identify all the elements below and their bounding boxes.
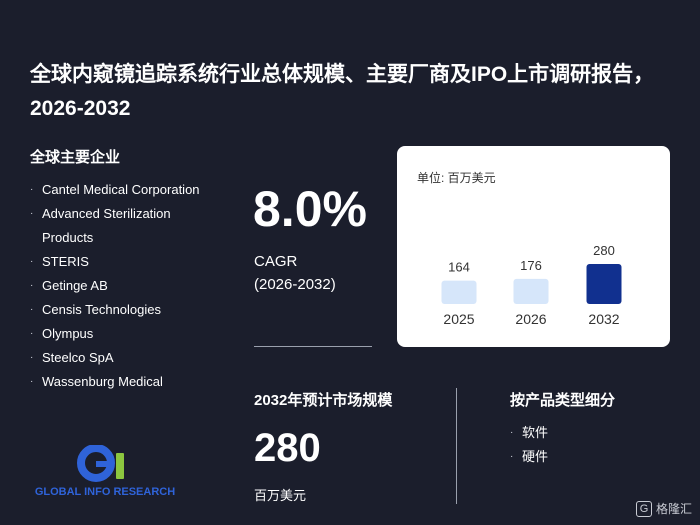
footer-brand: G 格隆汇 (635, 500, 692, 517)
bullet-icon: · (30, 280, 34, 291)
gir-logo-icon: GLOBAL INFO RESEARCH (35, 444, 175, 498)
chart-bar (586, 264, 622, 304)
bullet-icon: · (30, 208, 34, 219)
bullet-icon: · (510, 451, 514, 462)
gir-logo-text: GLOBAL INFO RESEARCH (35, 486, 175, 498)
company-item: · Olympus (30, 322, 220, 346)
market-size-chart: 单位: 百万美元 164 2025 176 2026 280 2032 (397, 146, 670, 347)
horizontal-divider (254, 346, 372, 347)
company-item: · Censis Technologies (30, 298, 220, 322)
companies-heading: 全球主要企业 (30, 149, 121, 166)
bullet-icon: · (30, 184, 34, 195)
bullet-icon: · (30, 256, 34, 267)
vertical-divider (456, 388, 457, 504)
company-item: · Cantel Medical Corporation (30, 178, 220, 202)
chart-value-label: 164 (448, 260, 470, 275)
cagr-period: (2026-2032) (254, 276, 336, 293)
company-list: · Cantel Medical Corporation · Advanced St… (30, 178, 220, 394)
company-item: · Steelco SpA (30, 346, 220, 370)
chart-value-label: 176 (520, 258, 542, 273)
chart-category-label: 2026 (515, 311, 546, 327)
segment-item: · 硬件 (510, 445, 548, 469)
company-item: · Getinge AB (30, 274, 220, 298)
company-item: · Wassenburg Medical (30, 370, 220, 394)
market-size-value: 280 (254, 426, 321, 470)
chart-category-label: 2025 (443, 311, 474, 327)
chart-category-label: 2032 (588, 311, 619, 327)
company-item: · STERIS (30, 250, 220, 274)
segment-item: · 软件 (510, 421, 548, 445)
cagr-label: CAGR (254, 253, 298, 270)
footer-brand-name: 格隆汇 (655, 502, 692, 516)
report-title: 全球内窥镜追踪系统行业总体规模、主要厂商及IPO上市调研报告，2026-2032 (30, 63, 655, 120)
bullet-icon: · (30, 304, 34, 315)
company-item: · Advanced Sterilization Products (30, 202, 220, 250)
chart-bar (513, 278, 549, 304)
market-size-heading: 2032年预计市场规模 (254, 392, 393, 409)
segment-list: · 软件 · 硬件 (510, 421, 548, 469)
cagr-value: 8.0% (253, 181, 367, 237)
bullet-icon: · (30, 328, 34, 339)
chart-svg: 单位: 百万美元 164 2025 176 2026 280 2032 (417, 170, 622, 327)
chart-unit-label: 单位: 百万美元 (417, 170, 496, 185)
segment-heading: 按产品类型细分 (510, 392, 616, 409)
bullet-icon: · (30, 352, 34, 363)
market-size-unit: 百万美元 (254, 488, 307, 503)
chart-bar (441, 280, 477, 304)
bullet-icon: · (510, 427, 514, 438)
gir-logo: GLOBAL INFO RESEARCH (30, 444, 180, 501)
bullet-icon: · (30, 376, 34, 387)
brand-g-icon: G (635, 500, 652, 517)
chart-value-label: 280 (593, 243, 615, 258)
